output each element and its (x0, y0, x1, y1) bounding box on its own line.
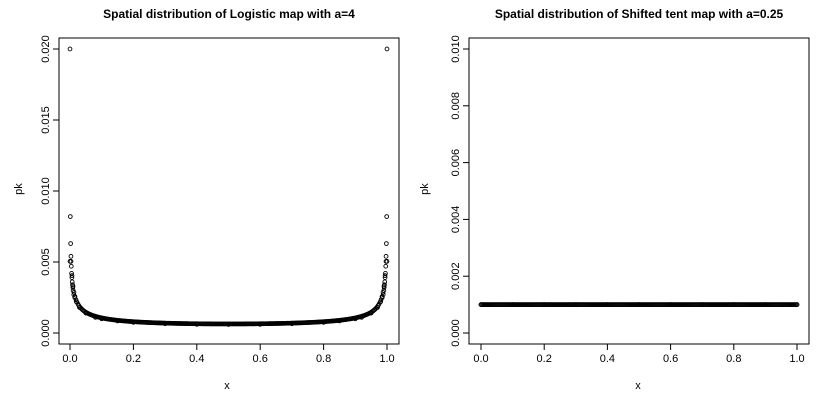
y-tick-label: 0.002 (450, 262, 462, 290)
y-axis: 0.000 0.002 0.004 0.006 0.008 0.010 (450, 35, 469, 347)
y-tick-label: 0.015 (40, 106, 52, 134)
data-point (381, 283, 387, 289)
data-point (69, 271, 74, 276)
data-point (384, 259, 390, 264)
dense-points (478, 302, 800, 307)
data-point (384, 214, 390, 219)
data-point (379, 294, 385, 299)
x-axis-label: x (224, 380, 230, 392)
x-tick-label: 0.0 (473, 353, 488, 365)
data-point (70, 283, 76, 289)
x-tick-label: 0.4 (189, 353, 204, 365)
data-point (69, 279, 75, 285)
data-point (68, 263, 74, 269)
x-axis: 0.0 0.2 0.4 0.6 0.8 1.0 (473, 344, 805, 365)
x-tick-label: 0.6 (253, 353, 268, 365)
plot-frame (468, 37, 810, 345)
y-tick-label: 0.004 (450, 206, 462, 234)
x-tick-label: 0.2 (126, 353, 141, 365)
x-tick-label: 0.6 (663, 353, 678, 365)
dense-points (67, 259, 390, 327)
y-tick-label: 0.020 (40, 35, 52, 63)
data-point (68, 259, 74, 264)
data-points (478, 302, 800, 307)
data-point (384, 241, 389, 246)
y-tick-label: 0.006 (450, 149, 462, 177)
data-point (69, 273, 75, 278)
data-point (382, 275, 388, 280)
y-tick-label: 0.005 (40, 248, 52, 276)
y-axis-label: pk (13, 183, 25, 195)
data-point (384, 46, 390, 52)
x-axis-label: x (635, 380, 641, 392)
chart-shifted-tent: Spatial distribution of Shifted tent map… (419, 7, 810, 392)
data-point (794, 302, 800, 307)
data-point (380, 289, 386, 295)
x-tick-label: 1.0 (379, 353, 394, 365)
y-tick-label: 0.000 (450, 319, 462, 347)
y-tick-label: 0.010 (450, 35, 462, 63)
data-points (67, 46, 390, 327)
y-tick-label: 0.010 (40, 177, 52, 205)
data-point (73, 297, 79, 303)
chart-title: Spatial distribution of Shifted tent map… (495, 7, 784, 21)
y-axis-label: pk (419, 183, 431, 195)
data-point (377, 299, 383, 305)
y-tick-label: 0.008 (450, 92, 462, 120)
x-tick-label: 1.0 (789, 353, 804, 365)
x-tick-label: 0.8 (726, 353, 741, 365)
data-point (67, 214, 73, 219)
data-point (383, 271, 388, 276)
data-point (382, 279, 388, 285)
data-point (69, 275, 75, 280)
chart-title: Spatial distribution of Logistic map wit… (103, 7, 355, 21)
y-axis: 0.000 0.005 0.010 0.015 0.020 (40, 35, 59, 347)
data-point (383, 263, 389, 269)
data-point (68, 253, 74, 259)
x-tick-label: 0.8 (316, 353, 331, 365)
y-tick-label: 0.000 (40, 319, 52, 347)
x-tick-label: 0.4 (600, 353, 615, 365)
x-tick-label: 0.0 (62, 353, 77, 365)
x-tick-label: 0.2 (537, 353, 552, 365)
x-axis: 0.0 0.2 0.4 0.6 0.8 1.0 (62, 344, 395, 365)
data-point (67, 46, 73, 52)
data-point (383, 253, 389, 259)
data-point (382, 273, 388, 278)
data-point (71, 289, 77, 295)
data-point (68, 241, 73, 246)
plot-frame (58, 37, 400, 345)
chart-logistic: Spatial distribution of Logistic map wit… (13, 7, 400, 392)
